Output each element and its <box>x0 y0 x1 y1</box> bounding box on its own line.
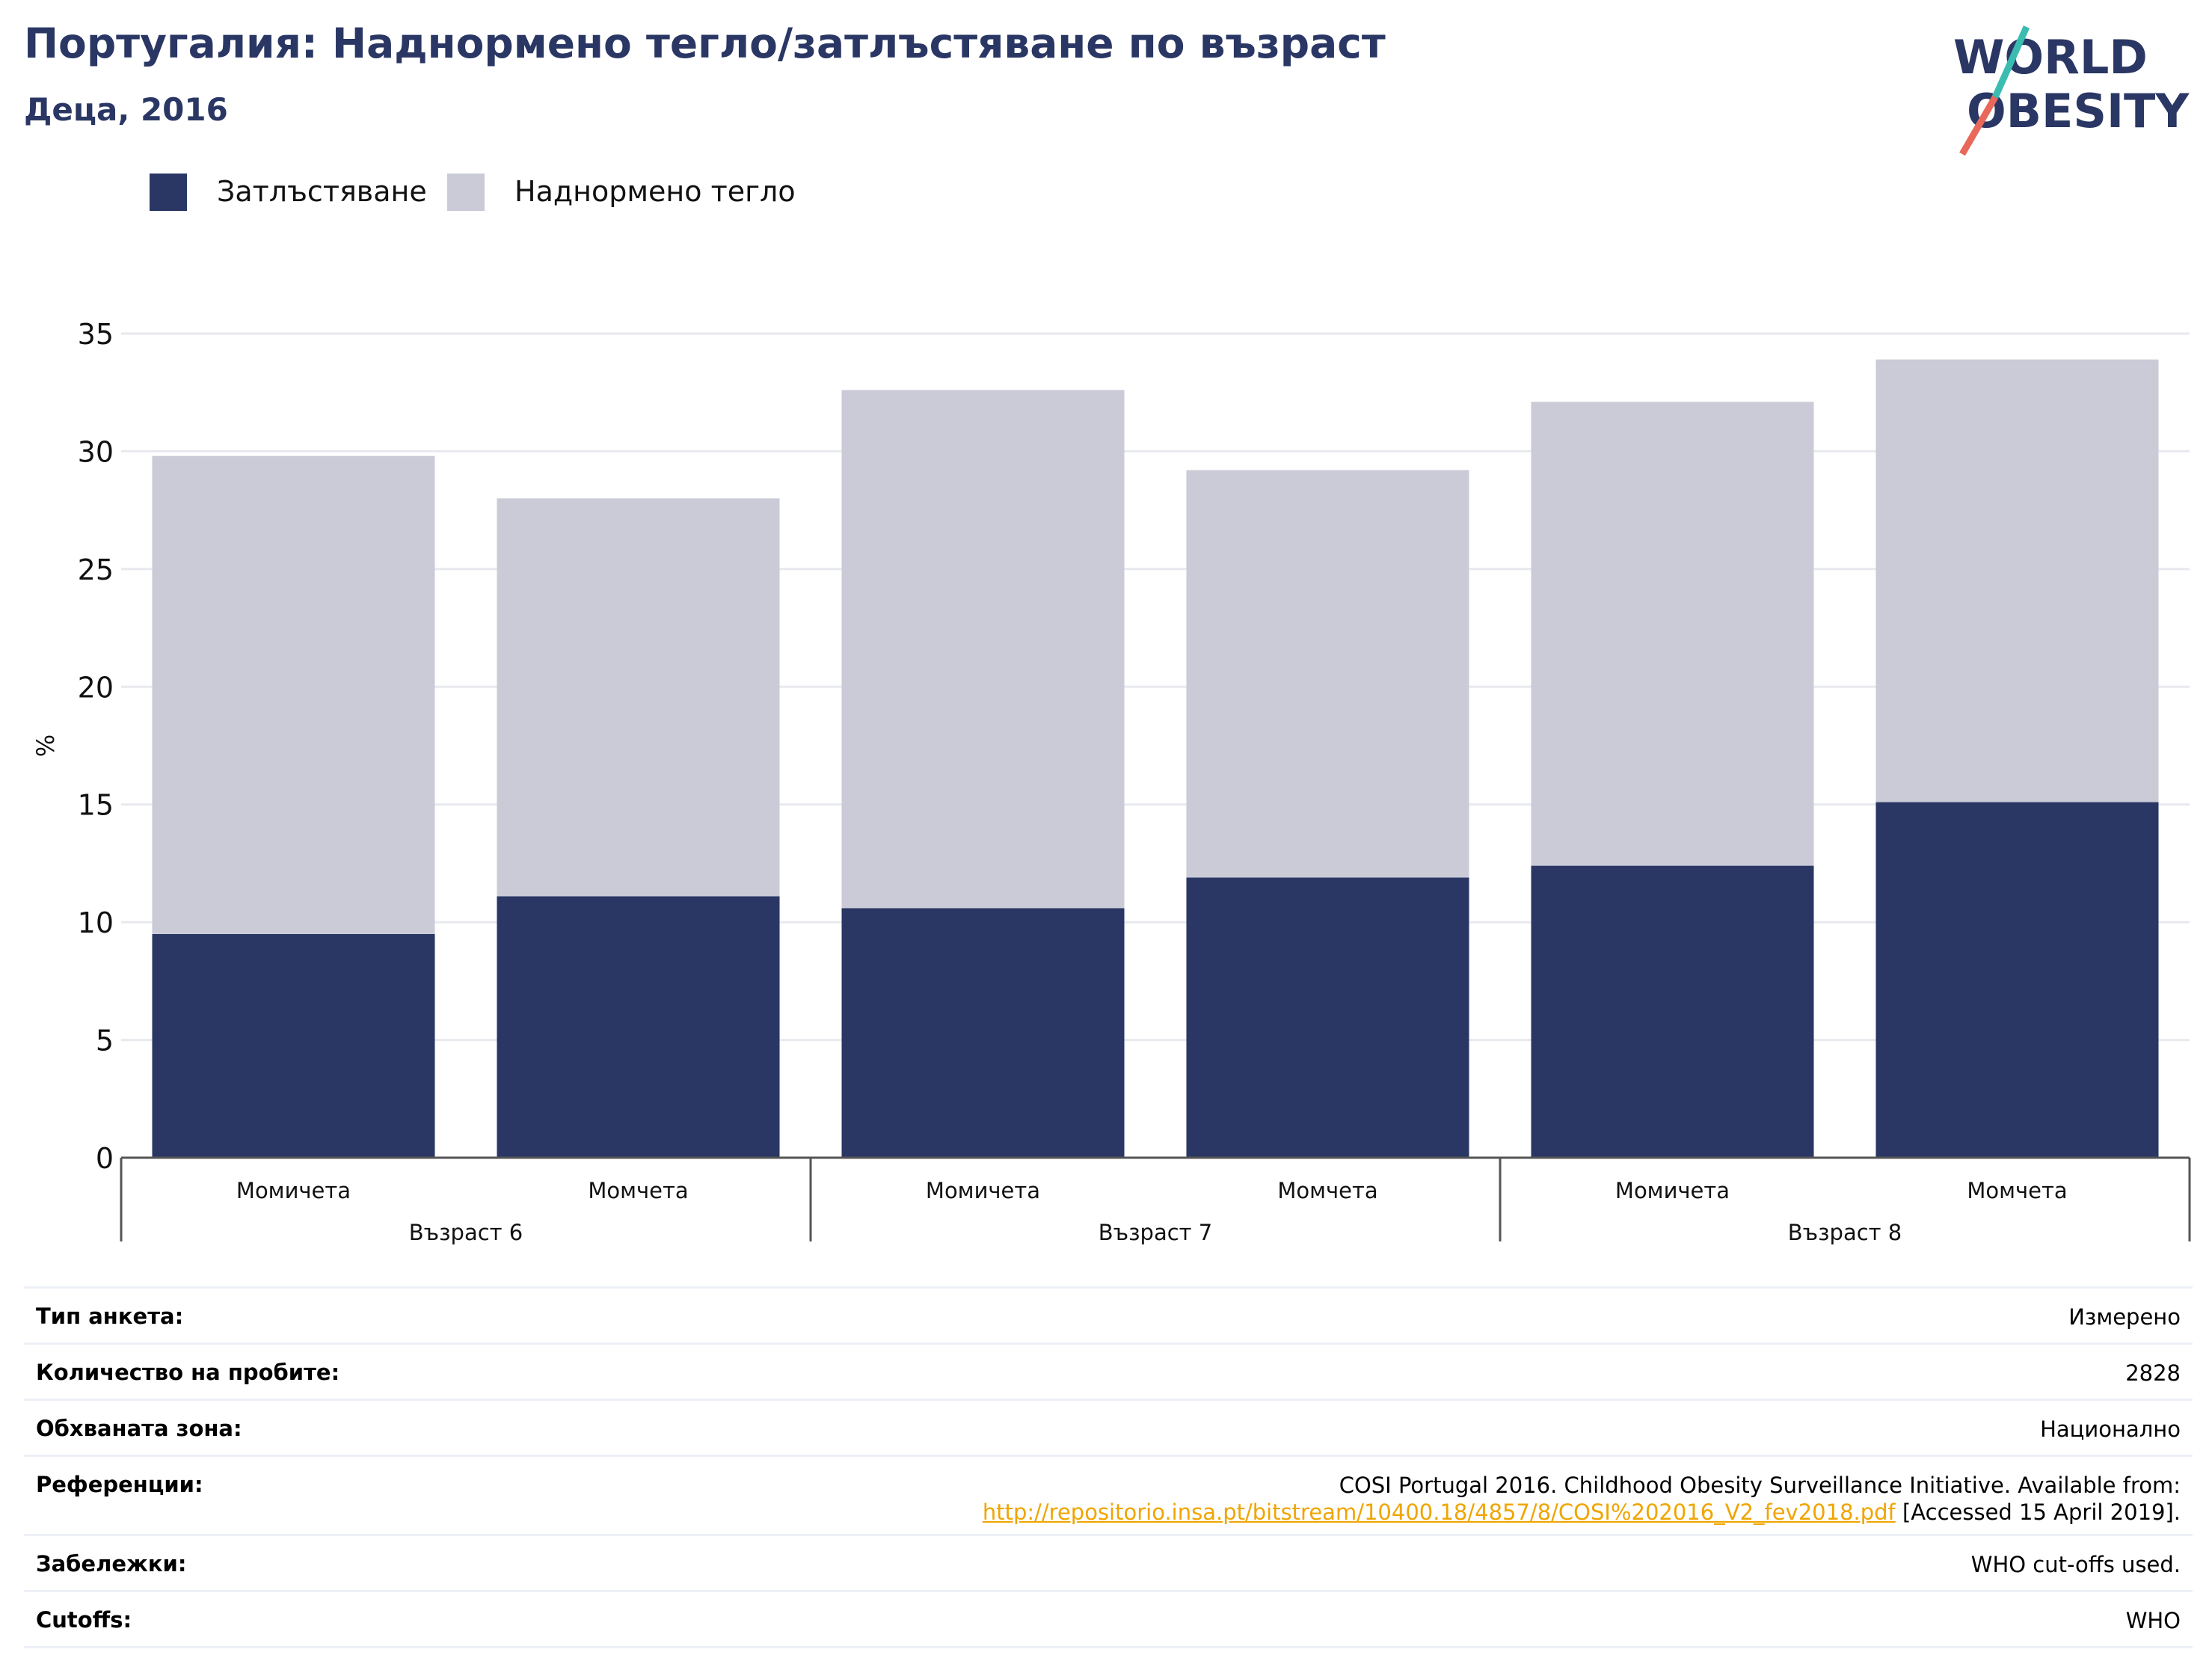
y-tick-label: 35 <box>78 318 114 351</box>
info-row-sample-size: Количество на пробите: 2828 <box>24 1342 2193 1399</box>
info-label: Тип анкета: <box>36 1304 184 1329</box>
x-tick-label: Момичета <box>1615 1178 1730 1203</box>
bar-obesity <box>152 933 435 1158</box>
reference-link[interactable]: http://repositorio.insa.pt/bitstream/104… <box>982 1499 1896 1525</box>
info-row-cutoffs: Cutoffs: WHO <box>24 1590 2193 1648</box>
y-tick-label: 20 <box>78 671 114 704</box>
info-row-area-covered: Обхваната зона: Национално <box>24 1399 2193 1455</box>
info-value: 2828 <box>2125 1360 2181 1386</box>
bar-overweight <box>841 390 1125 909</box>
page-subtitle: Деца, 2016 <box>24 91 228 128</box>
info-value: Измерено <box>2068 1304 2181 1330</box>
info-value: WHO cut-offs used. <box>1970 1552 2181 1577</box>
legend-swatch-obesity <box>150 174 187 211</box>
x-tick-label: Момичета <box>926 1178 1040 1203</box>
bar-overweight <box>497 498 780 897</box>
info-value-references: COSI Portugal 2016. Childhood Obesity Su… <box>983 1472 2181 1526</box>
bar-overweight <box>1531 402 1814 866</box>
info-row-survey-type: Тип анкета: Измерено <box>24 1286 2193 1342</box>
info-table: Тип анкета: Измерено Количество на проби… <box>24 1286 2193 1648</box>
svg-text:WORLD: WORLD <box>1953 30 2148 85</box>
bar-obesity <box>841 908 1125 1158</box>
legend-label-obesity: Затлъстяване <box>217 175 427 208</box>
group-label: Възраст 6 <box>409 1220 523 1245</box>
y-tick-label: 10 <box>78 906 114 939</box>
y-tick-label: 0 <box>96 1142 114 1175</box>
group-label: Възраст 8 <box>1788 1220 1902 1245</box>
stacked-bar-chart: 0 5 10 15 20 25 30 35% Момичета Момчета Момичета Мо… <box>31 318 2191 1245</box>
bar-obesity <box>1186 877 1469 1158</box>
reference-accessed: [Accessed 15 April 2019]. <box>1895 1499 2181 1525</box>
info-value: Национално <box>2040 1416 2181 1442</box>
svg-text:OBESITY: OBESITY <box>1967 84 2190 138</box>
info-row-notes: Забележки: WHO cut-offs used. <box>24 1534 2193 1590</box>
y-tick-label: 25 <box>78 553 114 586</box>
x-tick-label: Момичета <box>236 1178 351 1203</box>
info-label: Обхваната зона: <box>36 1416 242 1441</box>
bar-overweight <box>152 455 435 934</box>
info-label: Референции: <box>36 1472 203 1497</box>
group-label: Възраст 7 <box>1099 1220 1213 1245</box>
legend-swatch-overweight <box>447 174 485 211</box>
bar-overweight <box>1875 359 2159 802</box>
x-tick-label: Момчета <box>1967 1178 2067 1203</box>
y-axis-label: % <box>31 734 60 757</box>
info-label: Забележки: <box>36 1551 187 1577</box>
info-label: Количество на пробите: <box>36 1360 340 1385</box>
y-tick-label: 5 <box>96 1025 114 1057</box>
bar-obesity <box>497 896 780 1158</box>
info-row-references: Референции: COSI Portugal 2016. Childhoo… <box>24 1455 2193 1534</box>
world-obesity-logo: WORLD OBESITY <box>1953 25 2190 156</box>
page-title: Португалия: Наднормено тегло/затлъстяван… <box>24 19 1386 67</box>
x-tick-label: Момчета <box>1277 1178 1377 1203</box>
bar-obesity <box>1875 802 2159 1158</box>
legend-label-overweight: Наднормено тегло <box>514 175 796 208</box>
y-tick-label: 30 <box>78 435 114 468</box>
x-tick-label: Момчета <box>588 1178 688 1203</box>
y-tick-label: 15 <box>78 789 114 822</box>
reference-text: COSI Portugal 2016. Childhood Obesity Su… <box>1339 1473 2181 1498</box>
reference-line2: http://repositorio.insa.pt/bitstream/104… <box>983 1499 2181 1526</box>
bar-obesity <box>1531 865 1814 1158</box>
info-label: Cutoffs: <box>36 1607 132 1633</box>
info-value: WHO <box>2125 1608 2181 1633</box>
bar-overweight <box>1186 470 1469 878</box>
